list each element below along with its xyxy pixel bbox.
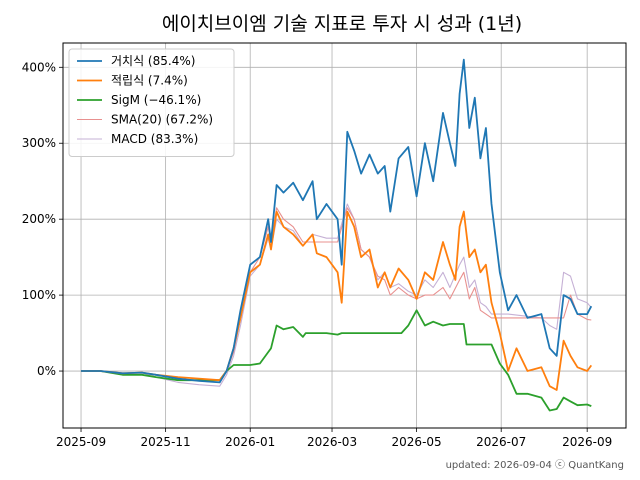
legend: 거치식 (85.4%) 적립식 (7.4%) SigM (−46.1%) SMA(20… — [68, 48, 235, 157]
series-line-0 — [81, 58, 593, 384]
x-tick-label: 2026-03 — [307, 435, 357, 449]
x-tick-label: 2026-05 — [392, 435, 442, 449]
legend-label: SigM (−46.1%) — [111, 93, 201, 107]
footer-credit: updated: 2026-09-04 ⓒ QuantKang — [446, 459, 624, 471]
x-tick-label: 2026-09 — [562, 435, 612, 449]
legend-label: SMA(20) (67.2%) — [111, 113, 213, 127]
series-layer — [81, 58, 593, 412]
legend-label: 적립식 (7.4%) — [111, 74, 188, 88]
plot-frame — [62, 42, 627, 429]
y-tick-label: 400% — [22, 60, 56, 74]
y-tick-label: 200% — [22, 212, 56, 226]
x-tick-label: 2026-07 — [476, 435, 526, 449]
x-tick-label: 2026-01 — [225, 435, 275, 449]
chart-title: 에이치브이엠 기술 지표로 투자 시 성과 (1년) — [162, 13, 522, 35]
legend-label: MACD (83.3%) — [111, 132, 198, 146]
x-tick-label: 2025-09 — [56, 435, 106, 449]
y-tick-label: 0% — [37, 364, 56, 378]
tick-layer: 2025-09 2025-11 2026-01 2026-03 2026-05 2026-… — [22, 60, 613, 449]
legend-label: 거치식 (85.4%) — [111, 54, 195, 68]
x-tick-label: 2025-11 — [141, 435, 191, 449]
y-tick-label: 100% — [22, 288, 56, 302]
y-tick-label: 300% — [22, 136, 56, 150]
legend-box — [68, 48, 235, 157]
